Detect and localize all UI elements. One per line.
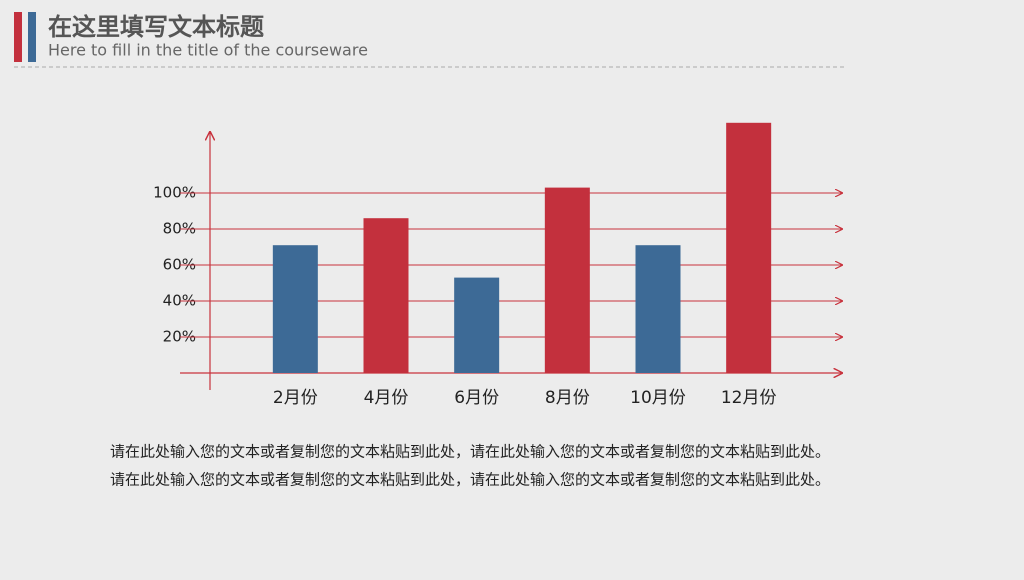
bar xyxy=(726,122,772,373)
bar xyxy=(363,218,409,373)
x-tick-label: 6月份 xyxy=(454,388,499,408)
header-bar-red xyxy=(14,12,22,62)
x-tick-label: 12月份 xyxy=(721,388,777,408)
bar xyxy=(635,245,681,373)
x-tick-label: 10月份 xyxy=(630,388,686,408)
x-tick-label: 2月份 xyxy=(273,388,318,408)
title: 在这里填写文本标题 xyxy=(48,13,264,41)
y-tick-label: 20% xyxy=(163,328,196,346)
subtitle: Here to fill in the title of the coursew… xyxy=(48,41,368,60)
y-tick-label: 40% xyxy=(163,292,196,310)
header-bar-blue xyxy=(28,12,36,62)
x-tick-label: 8月份 xyxy=(545,388,590,408)
x-tick-label: 4月份 xyxy=(364,388,409,408)
bar xyxy=(454,277,500,373)
y-tick-label: 100% xyxy=(153,184,196,202)
bar xyxy=(544,187,590,373)
y-tick-label: 60% xyxy=(163,256,196,274)
body-text: 请在此处输入您的文本或者复制您的文本粘贴到此处，请在此处输入您的文本或者复制您的… xyxy=(110,443,830,461)
bar xyxy=(272,245,318,373)
y-tick-label: 80% xyxy=(163,220,196,238)
body-text: 请在此处输入您的文本或者复制您的文本粘贴到此处，请在此处输入您的文本或者复制您的… xyxy=(110,471,830,489)
